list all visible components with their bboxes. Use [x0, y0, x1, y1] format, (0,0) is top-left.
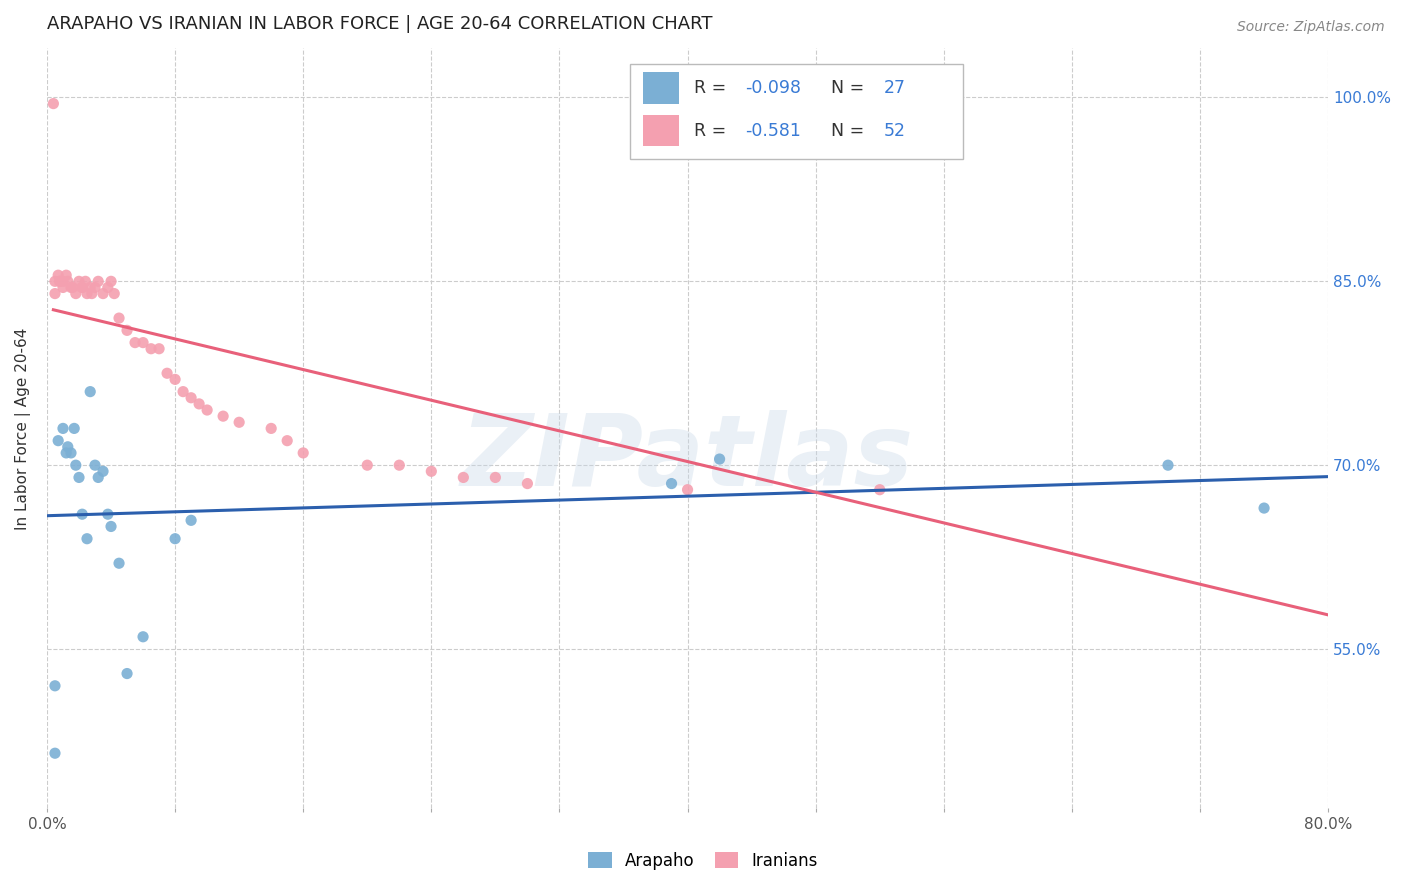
Point	[100, 274, 122, 288]
Point	[49, 274, 72, 288]
Point	[97, 507, 120, 521]
Point	[356, 458, 378, 473]
Point	[52, 274, 75, 288]
Point	[46, 434, 69, 448]
Point	[195, 403, 218, 417]
Point	[49, 274, 72, 288]
Text: N =: N =	[820, 79, 869, 97]
Point	[139, 342, 162, 356]
Point	[80, 286, 103, 301]
Y-axis label: In Labor Force | Age 20-64: In Labor Force | Age 20-64	[15, 327, 31, 530]
Point	[75, 274, 97, 288]
Point	[260, 421, 283, 435]
Text: Source: ZipAtlas.com: Source: ZipAtlas.com	[1237, 20, 1385, 34]
Text: ZIPatlas: ZIPatlas	[461, 410, 914, 508]
Point	[103, 286, 125, 301]
Point	[44, 746, 66, 760]
Point	[709, 452, 731, 467]
Point	[65, 286, 87, 301]
Point	[292, 446, 315, 460]
Point	[148, 342, 170, 356]
Point	[79, 384, 101, 399]
Point	[76, 532, 98, 546]
Point	[661, 476, 683, 491]
Point	[87, 274, 110, 288]
Text: 27: 27	[883, 79, 905, 97]
Point	[132, 630, 155, 644]
Point	[484, 470, 506, 484]
Point	[91, 464, 114, 478]
Point	[188, 397, 211, 411]
Point	[420, 464, 443, 478]
Point	[84, 458, 107, 473]
Point	[228, 415, 250, 429]
Bar	[643, 114, 679, 146]
Point	[55, 268, 77, 283]
Point	[56, 274, 79, 288]
Point	[108, 311, 131, 326]
Point	[42, 96, 65, 111]
Point	[180, 391, 202, 405]
Point	[124, 335, 146, 350]
Point	[156, 366, 179, 380]
Point	[165, 532, 187, 546]
Point	[65, 458, 87, 473]
Text: N =: N =	[820, 121, 869, 139]
Bar	[643, 72, 679, 104]
Point	[52, 280, 75, 294]
Point	[276, 434, 298, 448]
Point	[115, 666, 138, 681]
Point	[516, 476, 538, 491]
Point	[79, 280, 101, 294]
Bar	[630, 63, 963, 159]
Text: R =: R =	[695, 121, 731, 139]
Point	[76, 286, 98, 301]
Point	[67, 470, 90, 484]
Point	[63, 421, 86, 435]
Point	[132, 335, 155, 350]
Point	[212, 409, 235, 424]
Point	[59, 280, 82, 294]
Point	[70, 507, 93, 521]
Point	[44, 286, 66, 301]
Text: -0.581: -0.581	[745, 121, 801, 139]
Legend: Arapaho, Iranians: Arapaho, Iranians	[582, 846, 824, 877]
Point	[62, 280, 84, 294]
Text: ARAPAHO VS IRANIAN IN LABOR FORCE | AGE 20-64 CORRELATION CHART: ARAPAHO VS IRANIAN IN LABOR FORCE | AGE …	[46, 15, 713, 33]
Point	[100, 519, 122, 533]
Point	[388, 458, 411, 473]
Point	[44, 679, 66, 693]
Point	[84, 280, 107, 294]
Point	[56, 440, 79, 454]
Point	[44, 274, 66, 288]
Point	[46, 268, 69, 283]
Point	[67, 274, 90, 288]
Point	[115, 323, 138, 337]
Point	[59, 446, 82, 460]
Text: R =: R =	[695, 79, 731, 97]
Text: -0.098: -0.098	[745, 79, 801, 97]
Point	[165, 372, 187, 386]
Point	[70, 280, 93, 294]
Point	[453, 470, 475, 484]
Point	[1253, 501, 1275, 516]
Point	[1157, 458, 1180, 473]
Point	[55, 446, 77, 460]
Point	[52, 421, 75, 435]
Point	[869, 483, 891, 497]
Point	[91, 286, 114, 301]
Point	[108, 556, 131, 570]
Point	[87, 470, 110, 484]
Point	[180, 513, 202, 527]
Point	[172, 384, 194, 399]
Point	[97, 280, 120, 294]
Text: 52: 52	[883, 121, 905, 139]
Point	[70, 280, 93, 294]
Point	[676, 483, 699, 497]
